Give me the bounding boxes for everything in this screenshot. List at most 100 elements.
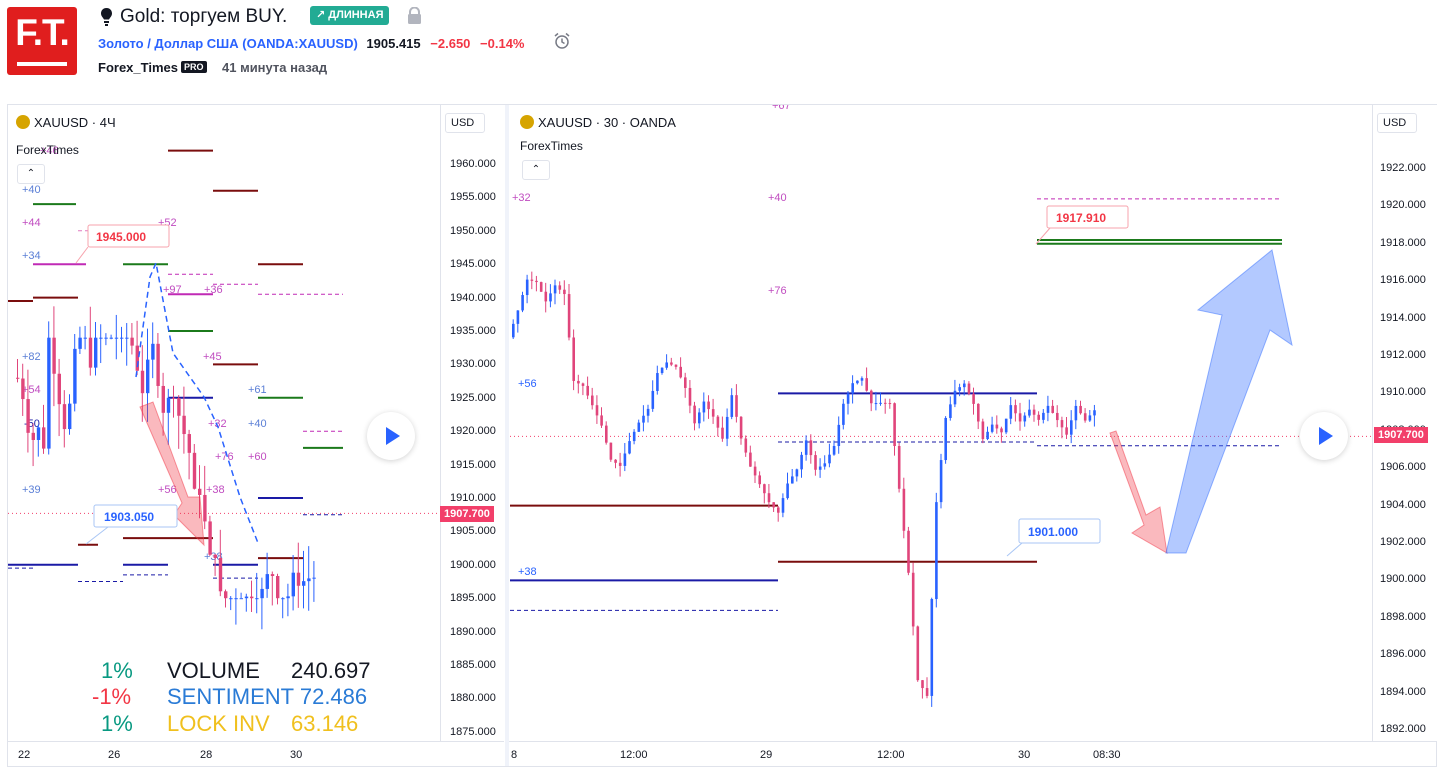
candle-body <box>632 431 636 442</box>
left-indicator-name[interactable]: ForexTimes <box>16 143 79 157</box>
right-collapse-button[interactable]: ⌃ <box>522 160 550 180</box>
level-label: +40 <box>768 192 787 204</box>
level-label: +39 <box>22 484 41 496</box>
candle-body <box>618 462 622 466</box>
right-chart-canvas[interactable]: +67 +32 +40 +76 +56 +38 1917.910 1901.000 <box>510 105 1372 741</box>
left-price-axis[interactable] <box>440 105 505 741</box>
right-y-tick-label: 1918.000 <box>1380 236 1426 249</box>
left-current-price-tag: 1907.700 <box>440 506 494 522</box>
candle-body <box>600 415 603 426</box>
candle-body <box>549 293 552 302</box>
symbol-price: 1905.415 <box>366 36 421 51</box>
published-time: 41 минута назад <box>222 60 328 75</box>
author-name[interactable]: Forex_Times <box>98 60 178 75</box>
candle-body <box>679 366 682 378</box>
level-label: +46 <box>40 145 59 157</box>
candle-body <box>949 404 952 418</box>
candle-body <box>670 362 673 365</box>
candle-body <box>623 453 627 466</box>
candle-body <box>172 397 176 399</box>
callout-pointer <box>1006 542 1023 557</box>
candle-body <box>234 598 238 600</box>
candle-body <box>702 401 706 413</box>
right-x-tick-label: 8 <box>511 749 518 761</box>
left-y-tick-label: 1890.000 <box>450 625 496 638</box>
candle-body <box>637 422 641 432</box>
candle-body <box>781 498 785 513</box>
candle-body <box>177 398 181 416</box>
right-chart-title-text: XAUUSD · 30 · OANDA <box>538 115 676 130</box>
candle-body <box>646 408 650 416</box>
candle-body <box>16 377 20 379</box>
candle-body <box>208 521 212 555</box>
candle-body <box>255 598 259 600</box>
direction-badge: ↗ ДЛИННАЯ <box>310 6 390 25</box>
candle-body <box>753 466 757 476</box>
candle-body <box>586 385 589 396</box>
right-current-price-tag: 1907.700 <box>1374 427 1428 443</box>
candle-body <box>57 373 61 405</box>
candle-body <box>135 345 139 371</box>
candle-body <box>1093 410 1096 416</box>
candle-body <box>78 337 82 349</box>
left-y-tick-label: 1895.000 <box>450 592 496 605</box>
stat-pct: -1% <box>92 684 132 709</box>
right-y-tick-label: 1894.000 <box>1380 685 1426 698</box>
right-currency-label[interactable]: USD <box>1377 113 1417 133</box>
down-arrow <box>1109 430 1168 554</box>
candle-body <box>151 343 155 360</box>
left-collapse-button[interactable]: ⌃ <box>17 164 45 184</box>
candle-body <box>567 294 571 338</box>
candle-body <box>114 337 119 339</box>
right-time-axis-border <box>509 741 1436 742</box>
pane-splitter[interactable] <box>505 105 509 766</box>
right-chart-plot[interactable]: +67 +32 +40 +76 +56 +38 1917.910 1901.000 <box>510 105 1372 741</box>
stat-value: 72.486 <box>299 684 368 709</box>
candle-body <box>62 404 67 430</box>
candle-body <box>1004 418 1008 433</box>
level-label: +38 <box>518 566 537 578</box>
left-replay-button[interactable] <box>367 412 415 460</box>
down-arrow <box>139 401 205 547</box>
candle-body <box>213 554 217 558</box>
left-currency-label[interactable]: USD <box>445 113 485 133</box>
level-label: +36 <box>204 284 223 296</box>
candle-body <box>953 390 957 405</box>
right-replay-button[interactable] <box>1300 412 1348 460</box>
left-time-axis-border <box>8 741 504 742</box>
candle-body <box>684 377 687 388</box>
candle-body <box>203 494 207 522</box>
candle-body <box>1042 412 1045 420</box>
right-y-tick-label: 1906.000 <box>1380 461 1426 474</box>
candle-body <box>749 452 752 467</box>
candle-body <box>239 598 243 600</box>
right-indicator-name[interactable]: ForexTimes <box>520 139 583 153</box>
candle-body <box>674 364 678 367</box>
symbol-code-link[interactable]: (OANDA:XAUUSD) <box>242 36 358 51</box>
candle-body <box>218 557 223 592</box>
left-y-tick-label: 1885.000 <box>450 659 496 671</box>
candle-body <box>656 373 659 391</box>
candle-body <box>166 397 171 413</box>
candle-body <box>291 572 295 597</box>
level-label: +76 <box>215 451 234 463</box>
candle-body <box>73 348 77 404</box>
candle-body <box>140 370 145 394</box>
right-chart-title: XAUUSD · 30 · OANDA <box>520 115 676 130</box>
candle-body <box>735 395 738 417</box>
right-price-axis[interactable] <box>1372 105 1437 741</box>
idea-title: Gold: торгуем BUY. <box>120 6 288 27</box>
callout-pointer <box>1035 227 1051 245</box>
level-label: +34 <box>22 250 41 262</box>
alarm-clock-icon[interactable] <box>553 32 571 50</box>
right-y-tick-label: 1904.000 <box>1380 498 1426 511</box>
left-chart-canvas[interactable]: +46+40+44 +52+34+97 +36+82+54+45+61-50 +32 +… <box>8 105 440 741</box>
callout-pointer <box>75 246 89 264</box>
candle-body <box>224 591 228 599</box>
candle-body <box>832 446 836 455</box>
candle-body <box>516 310 520 324</box>
left-chart-title: XAUUSD · 4Ч <box>16 115 116 130</box>
symbol-name-link[interactable]: Золото / Доллар США <box>98 36 239 51</box>
candle-body <box>198 488 202 495</box>
left-chart-plot[interactable]: +46 +40 +44 +52 +34 +97 +36 +82 +54 +45 +61 -50 +32 +… <box>8 105 440 741</box>
